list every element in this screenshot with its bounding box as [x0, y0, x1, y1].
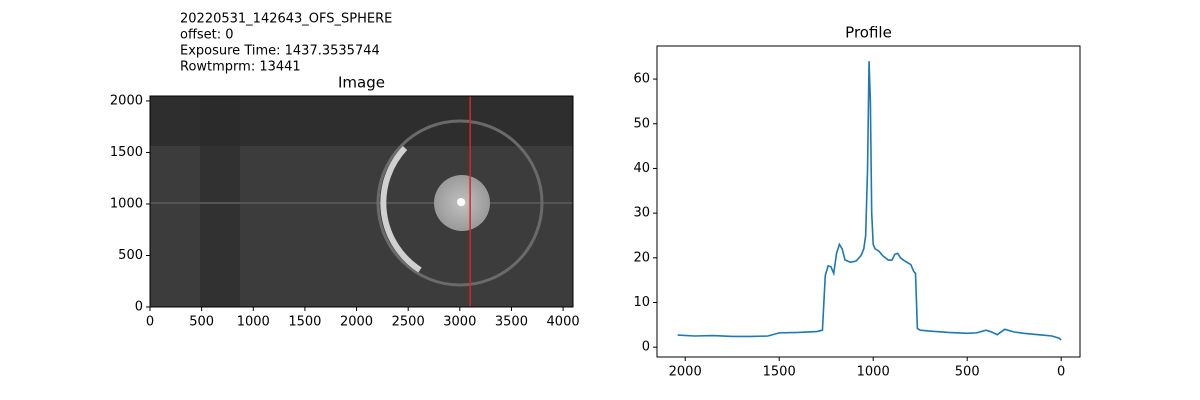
- x-tick-label: 1500: [288, 315, 321, 330]
- axes-frame: [656, 45, 1081, 358]
- x-tick-label: 2000: [669, 365, 702, 380]
- y-tick-label: 40: [633, 161, 650, 176]
- y-tick-label: 0: [642, 340, 650, 355]
- x-tick-label: 2500: [392, 315, 425, 330]
- x-tick-label: 2000: [340, 315, 373, 330]
- x-tick-label: 4000: [547, 315, 580, 330]
- y-tick-label: 2000: [110, 93, 143, 108]
- annotation: Rowtmprm: 13441: [180, 60, 301, 75]
- x-tick-label: 500: [955, 365, 980, 380]
- annotation: offset: 0: [180, 28, 234, 43]
- axes-frame: [149, 95, 574, 308]
- profile-line: [677, 61, 1062, 341]
- x-tick-label: 3000: [443, 315, 476, 330]
- axes-title: Profile: [845, 24, 892, 42]
- x-tick-label: 3500: [495, 315, 528, 330]
- y-tick-label: 10: [633, 295, 650, 310]
- x-tick-label: 1000: [237, 315, 270, 330]
- y-tick-label: 0: [135, 300, 143, 315]
- y-tick-label: 1500: [110, 145, 143, 160]
- y-tick-label: 30: [633, 206, 650, 221]
- axes-title: Image: [338, 74, 385, 92]
- annotation: 20220531_142643_OFS_SPHERE: [180, 12, 392, 27]
- y-tick-label: 60: [633, 72, 650, 87]
- y-tick-label: 500: [118, 248, 143, 263]
- y-tick-label: 20: [633, 250, 650, 265]
- x-tick-label: 0: [146, 315, 154, 330]
- x-tick-label: 0: [1057, 365, 1065, 380]
- y-tick-label: 1000: [110, 196, 143, 211]
- image-raster: [150, 96, 573, 307]
- x-tick-label: 1000: [857, 365, 890, 380]
- x-tick-label: 1500: [763, 365, 796, 380]
- x-tick-label: 500: [189, 315, 214, 330]
- y-tick-label: 50: [633, 116, 650, 131]
- annotation: Exposure Time: 1437.3535744: [180, 44, 380, 59]
